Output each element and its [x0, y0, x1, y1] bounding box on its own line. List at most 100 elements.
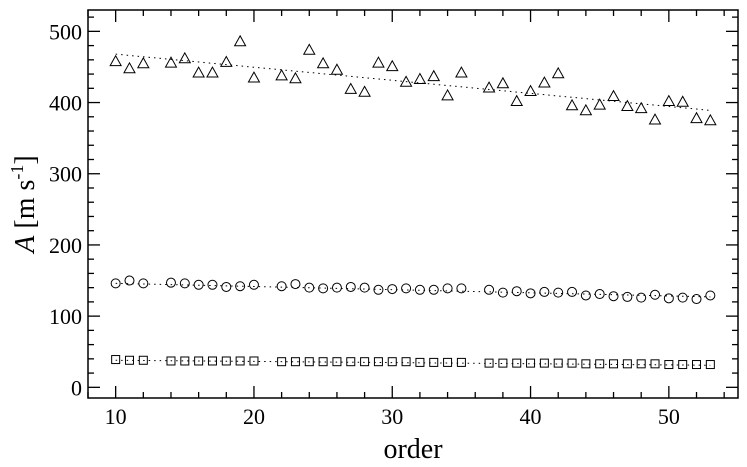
y-axis-symbol: A	[10, 235, 41, 255]
triangle-marker	[247, 71, 261, 83]
circle-marker	[691, 294, 702, 305]
triangle-marker	[413, 72, 427, 84]
circle-marker	[525, 288, 536, 299]
circle-marker	[318, 283, 329, 294]
circle-marker	[345, 281, 356, 292]
data-markers	[109, 34, 717, 370]
triangle-marker	[551, 66, 565, 79]
square-marker	[664, 360, 674, 370]
square-marker	[304, 357, 314, 367]
square-marker	[539, 358, 549, 368]
x-tick-label: 30	[381, 404, 403, 429]
square-marker	[124, 355, 134, 365]
circle-marker	[567, 286, 578, 297]
x-tick-label: 50	[658, 404, 680, 429]
y-tick-label: 400	[49, 91, 82, 116]
circle-marker	[484, 284, 495, 295]
y-tick-label: 300	[49, 162, 82, 187]
triangle-marker	[427, 69, 441, 82]
circle-marker	[539, 286, 550, 297]
square-marker	[249, 356, 259, 366]
circle-marker	[387, 284, 398, 295]
circle-marker	[401, 283, 412, 294]
square-marker	[609, 359, 619, 369]
circle-marker	[276, 281, 287, 292]
triangle-marker	[164, 56, 178, 68]
triangle-marker	[441, 88, 454, 101]
triangle-marker	[496, 76, 510, 89]
square-marker	[484, 358, 494, 368]
circle-marker	[497, 287, 508, 298]
square-marker	[235, 356, 245, 366]
triangle-marker	[565, 98, 579, 111]
circle-marker	[650, 289, 661, 300]
square-marker	[456, 357, 466, 367]
circle-marker	[124, 275, 135, 286]
circle-marker	[179, 278, 190, 289]
triangle-marker	[302, 43, 316, 55]
circle-marker	[221, 281, 232, 292]
triangle-marker	[123, 61, 136, 74]
square-marker	[111, 355, 121, 365]
y-axis: 0 100 200 300 400 500	[49, 16, 738, 400]
square-marker	[595, 359, 605, 369]
square-marker	[332, 357, 342, 367]
circle-marker	[511, 286, 522, 297]
y-axis-title: A [m s-1]	[7, 155, 41, 254]
triangle-marker	[690, 111, 703, 124]
y-axis-unit-sup: -1	[7, 165, 27, 180]
square-marker	[705, 360, 715, 370]
triangle-marker	[136, 56, 150, 69]
square-marker	[581, 359, 591, 369]
square-marker	[318, 357, 328, 367]
circle-marker	[442, 283, 453, 294]
triangle-marker	[676, 95, 690, 107]
triangle-marker	[206, 66, 219, 78]
x-tick-label: 10	[105, 404, 127, 429]
circle-marker	[248, 279, 259, 290]
triangle-marker	[510, 94, 524, 107]
square-marker	[567, 358, 577, 368]
triangle-marker	[330, 63, 344, 75]
square-marker	[346, 357, 356, 367]
circle-marker	[677, 292, 688, 303]
square-marker	[290, 357, 300, 367]
triangle-marker	[579, 103, 593, 116]
circle-marker	[290, 279, 301, 290]
y-tick-label: 0	[71, 375, 82, 400]
triangle-marker	[385, 59, 399, 72]
y-tick-label: 100	[49, 304, 82, 329]
circle-marker	[705, 290, 716, 301]
square-marker	[498, 358, 508, 368]
circle-marker	[553, 287, 564, 298]
circle-trend-line	[115, 282, 711, 298]
circle-marker	[331, 282, 342, 293]
circle-marker	[428, 284, 439, 295]
triangle-marker	[344, 82, 358, 94]
triangle-marker	[275, 68, 288, 81]
triangle-marker	[703, 113, 717, 126]
triangle-marker	[109, 54, 123, 67]
triangle-marker	[372, 56, 385, 68]
circle-marker	[193, 279, 204, 290]
circle-marker	[608, 291, 619, 302]
square-marker	[443, 357, 453, 367]
square-marker	[512, 358, 522, 368]
square-marker	[622, 359, 632, 369]
triangle-trend-line	[115, 53, 711, 111]
circle-marker	[663, 293, 674, 304]
square-marker	[277, 357, 287, 367]
square-trend-line	[115, 359, 711, 366]
square-marker	[138, 355, 148, 365]
trend-lines	[115, 53, 711, 366]
triangle-marker	[662, 94, 676, 107]
square-marker	[401, 357, 411, 367]
square-marker	[207, 356, 217, 366]
triangle-marker	[399, 75, 413, 87]
square-marker	[387, 357, 397, 367]
triangle-marker	[634, 101, 648, 114]
square-marker	[373, 357, 383, 367]
triangle-marker	[538, 76, 551, 88]
circle-marker	[636, 292, 647, 303]
